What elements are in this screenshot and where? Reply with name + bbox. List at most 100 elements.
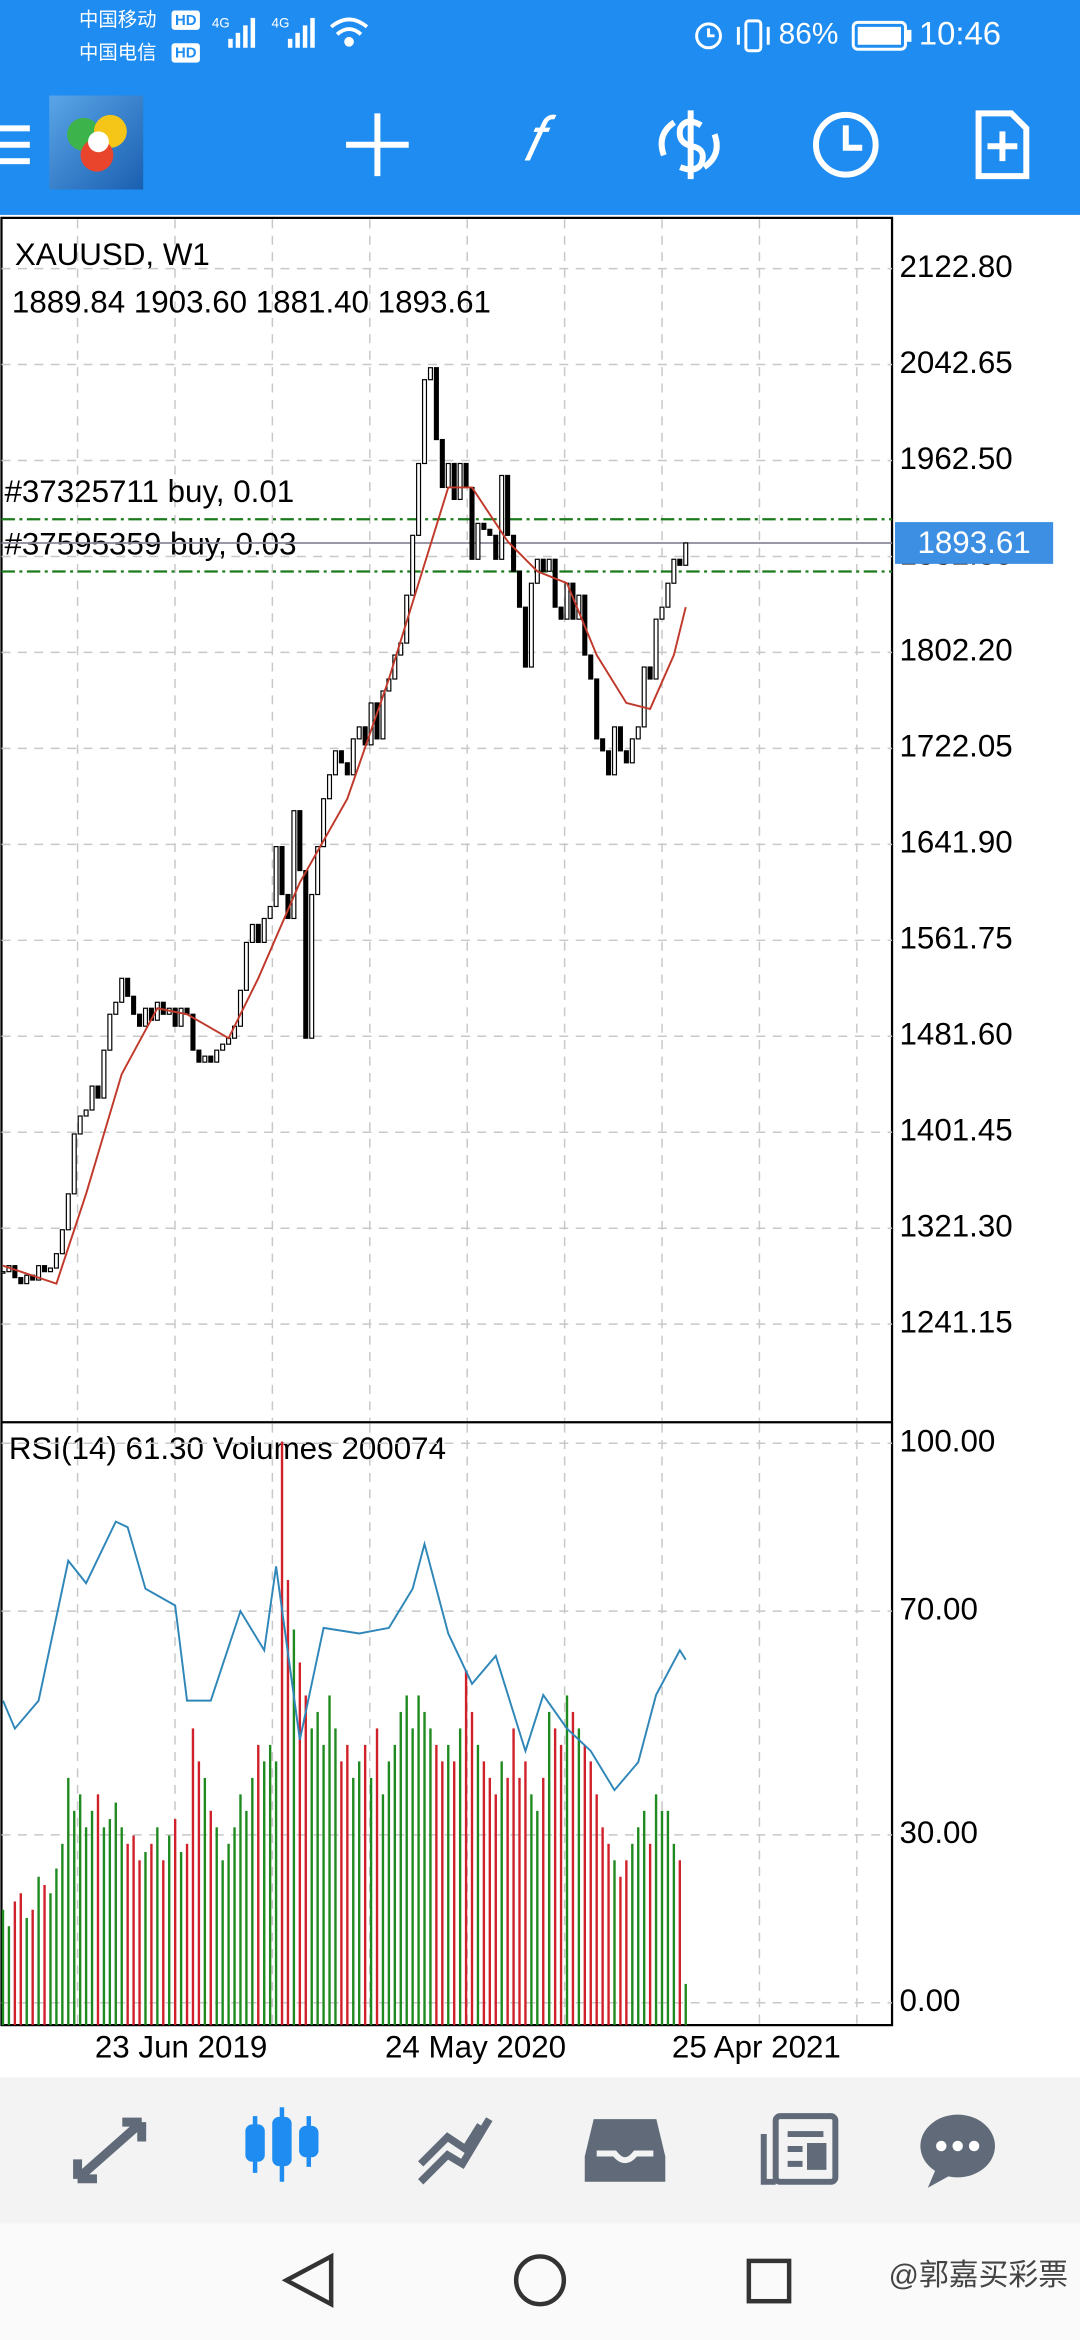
trade-button[interactable]	[658, 110, 720, 180]
volume-bar	[263, 1761, 266, 2026]
y-tick-label: 2122.80	[900, 249, 1013, 284]
volume-bar	[191, 1728, 195, 2026]
volume-bar	[435, 1744, 438, 2026]
volume-bar	[179, 1852, 183, 2026]
candle	[439, 438, 445, 489]
volume-bar	[215, 1827, 218, 2026]
y-tick-label: 1641.90	[900, 825, 1013, 860]
y-tick-label: 70.00	[900, 1591, 978, 1626]
volume-bar	[429, 1728, 432, 2026]
volume-bar	[31, 1909, 34, 2026]
volume-bar	[506, 1777, 509, 2026]
volume-bar	[203, 1777, 207, 2026]
volume-bar	[340, 1761, 343, 2026]
carrier: 中国电信	[79, 42, 156, 64]
quotes-tab[interactable]	[73, 2117, 147, 2184]
crosshair-button[interactable]	[346, 113, 409, 177]
candle	[136, 1013, 143, 1027]
new-chart-button[interactable]	[975, 110, 1030, 180]
hd-label: HD	[175, 45, 197, 62]
system-nav	[0, 2223, 1080, 2340]
volume-bar	[524, 1761, 527, 2026]
candle	[629, 738, 635, 764]
candle	[611, 726, 618, 776]
candle	[356, 726, 362, 740]
candle	[0, 1271, 6, 1274]
candle	[475, 522, 481, 560]
candle	[71, 1133, 77, 1195]
chart-tab[interactable]	[245, 2107, 319, 2182]
menu-button[interactable]	[0, 125, 30, 165]
history-button[interactable]	[812, 111, 879, 178]
volume-bar	[25, 1917, 28, 2026]
candle	[558, 606, 564, 620]
candle	[463, 462, 469, 489]
clock: 10:46	[919, 14, 1001, 51]
app-logo[interactable]	[49, 95, 144, 190]
candle	[47, 1267, 54, 1273]
volume-bar	[334, 1728, 337, 2026]
y-tick-label: 1561.75	[900, 921, 1013, 956]
volume-bar	[316, 1711, 319, 2026]
volume-bar	[156, 1827, 159, 2026]
volume-bar	[168, 1835, 171, 2026]
volume-bar	[7, 1926, 11, 2026]
candle	[303, 869, 309, 1039]
candle	[451, 462, 457, 501]
volume-bar	[67, 1777, 70, 2026]
back-button[interactable]	[281, 2252, 334, 2308]
candle	[522, 606, 528, 668]
symbol-title: XAUUSD, W1	[15, 237, 210, 272]
candle	[671, 558, 677, 584]
candle	[416, 462, 422, 536]
volume-bar	[73, 1810, 76, 2026]
ohlc-values: 1889.84 1903.60 1881.40 1893.61	[12, 285, 491, 320]
volume-bar	[126, 1843, 129, 2026]
candle	[350, 738, 356, 776]
volume-bar	[227, 1843, 230, 2026]
candle	[119, 977, 125, 1003]
signal	[228, 17, 315, 48]
y-tick-label: 2042.65	[900, 345, 1013, 380]
carrier: 中国移动	[79, 9, 156, 31]
volume-bar	[55, 1868, 58, 2026]
candle	[594, 678, 600, 740]
volume-bar	[613, 1860, 616, 2026]
volume-bar	[108, 1819, 112, 2026]
vibrate-icon	[736, 19, 770, 53]
candle	[659, 606, 665, 620]
candle	[214, 1049, 220, 1063]
candle	[546, 558, 552, 572]
volume-bar	[500, 1761, 503, 2026]
candle	[635, 726, 641, 740]
recents-button[interactable]	[746, 2258, 792, 2304]
trade-tab[interactable]	[418, 2117, 493, 2185]
volume-bar	[120, 1827, 123, 2026]
volume-bar	[369, 1777, 373, 2026]
rsi-line	[2, 1520, 687, 1792]
candle	[208, 1055, 214, 1063]
candle	[427, 367, 433, 381]
candle	[321, 798, 327, 848]
volume-bar	[251, 1777, 254, 2026]
volume-bar	[447, 1744, 450, 2026]
home-button[interactable]	[513, 2254, 567, 2307]
candle	[647, 666, 653, 680]
candle	[297, 810, 303, 872]
news-tab[interactable]	[760, 2113, 839, 2185]
volume-bar	[49, 1893, 52, 2026]
candle	[59, 1229, 65, 1255]
volume-bar	[530, 1794, 533, 2026]
volume-bar	[292, 1629, 296, 2026]
history-tab[interactable]	[584, 2119, 666, 2182]
candle	[309, 893, 315, 1039]
y-tick-label: 1321.30	[900, 1208, 1013, 1243]
candle	[338, 750, 344, 764]
candle	[237, 989, 243, 1027]
volume-bar	[84, 1827, 88, 2026]
chat-tab[interactable]	[920, 2114, 995, 2188]
plot: 2122.802042.651962.501882.351802.201722.…	[0, 249, 1054, 2064]
candle	[606, 750, 612, 776]
volume-bar	[494, 1794, 497, 2026]
